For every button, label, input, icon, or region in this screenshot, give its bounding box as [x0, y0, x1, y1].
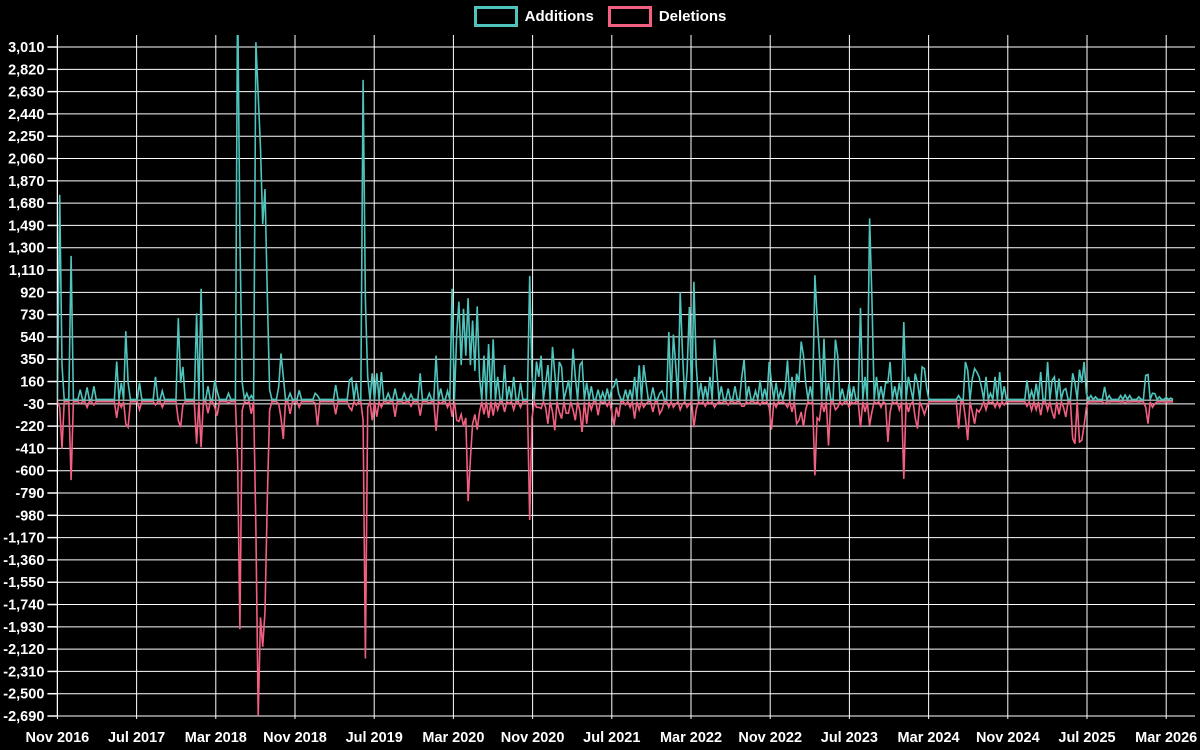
series-group — [57, 35, 1174, 716]
y-tick-label: -2,500 — [3, 687, 44, 703]
x-tick-label: Mar 2020 — [422, 730, 484, 746]
x-tick-label: Jul 2025 — [1058, 730, 1115, 746]
y-tick-label: -600 — [15, 464, 44, 480]
x-tick-label: Nov 2018 — [263, 730, 327, 746]
y-tick-label: 540 — [20, 330, 44, 346]
x-tick-label: Mar 2018 — [185, 730, 247, 746]
y-tick-label: 2,440 — [8, 107, 44, 123]
x-tick-label: Nov 2022 — [738, 730, 802, 746]
legend-label-additions: Additions — [524, 8, 594, 25]
additions-line — [57, 35, 1174, 403]
y-tick-label: -1,930 — [3, 620, 44, 636]
y-tick-label: -2,310 — [3, 664, 44, 680]
y-tick-label: -30 — [23, 397, 44, 413]
x-tick-label: Nov 2020 — [501, 730, 565, 746]
x-tick-label: Jul 2021 — [583, 730, 640, 746]
y-tick-label: 2,250 — [8, 129, 44, 145]
y-tick-label: -980 — [15, 508, 44, 524]
y-tick-label: 2,630 — [8, 85, 44, 101]
additions-swatch-icon — [473, 6, 518, 27]
chart-legend: Additions Deletions — [0, 6, 1200, 27]
legend-label-deletions: Deletions — [658, 8, 727, 25]
legend-item-additions[interactable]: Additions — [473, 6, 594, 27]
x-tick-label: Nov 2024 — [976, 730, 1040, 746]
x-tick-label: Mar 2022 — [660, 730, 722, 746]
y-tick-label: -790 — [15, 486, 44, 502]
x-tick-label: Mar 2024 — [898, 730, 960, 746]
x-tick-label: Jul 2023 — [821, 730, 878, 746]
y-tick-label: 920 — [20, 285, 44, 301]
y-tick-label: -1,360 — [3, 553, 44, 569]
y-tick-label: 2,060 — [8, 152, 44, 168]
x-tick-label: Mar 2026 — [1135, 730, 1197, 746]
y-tick-label: -410 — [15, 441, 44, 457]
x-tick-label: Jul 2017 — [108, 730, 165, 746]
y-tick-label: -1,170 — [3, 531, 44, 547]
y-tick-label: -220 — [15, 419, 44, 435]
x-tick-label: Nov 2016 — [26, 730, 90, 746]
y-tick-label: 1,490 — [8, 218, 44, 234]
y-tick-label: 1,870 — [8, 174, 44, 190]
legend-item-deletions[interactable]: Deletions — [607, 6, 727, 27]
deletions-line — [57, 398, 1174, 716]
y-tick-label: -1,740 — [3, 598, 44, 614]
y-tick-label: 1,110 — [9, 263, 45, 279]
y-tick-label: -1,550 — [3, 575, 44, 591]
y-tick-label: 1,680 — [8, 196, 44, 212]
y-tick-label: 160 — [20, 375, 44, 391]
y-tick-label: 730 — [20, 308, 44, 324]
x-tick-label: Jul 2019 — [346, 730, 403, 746]
deletions-swatch-icon — [607, 6, 652, 27]
y-tick-label: 350 — [20, 352, 44, 368]
y-tick-label: -2,120 — [3, 642, 44, 658]
y-tick-label: -2,690 — [3, 709, 44, 725]
y-tick-label: 3,010 — [8, 40, 44, 56]
y-tick-label: 1,300 — [8, 241, 44, 257]
y-tick-label: 2,820 — [8, 62, 44, 78]
